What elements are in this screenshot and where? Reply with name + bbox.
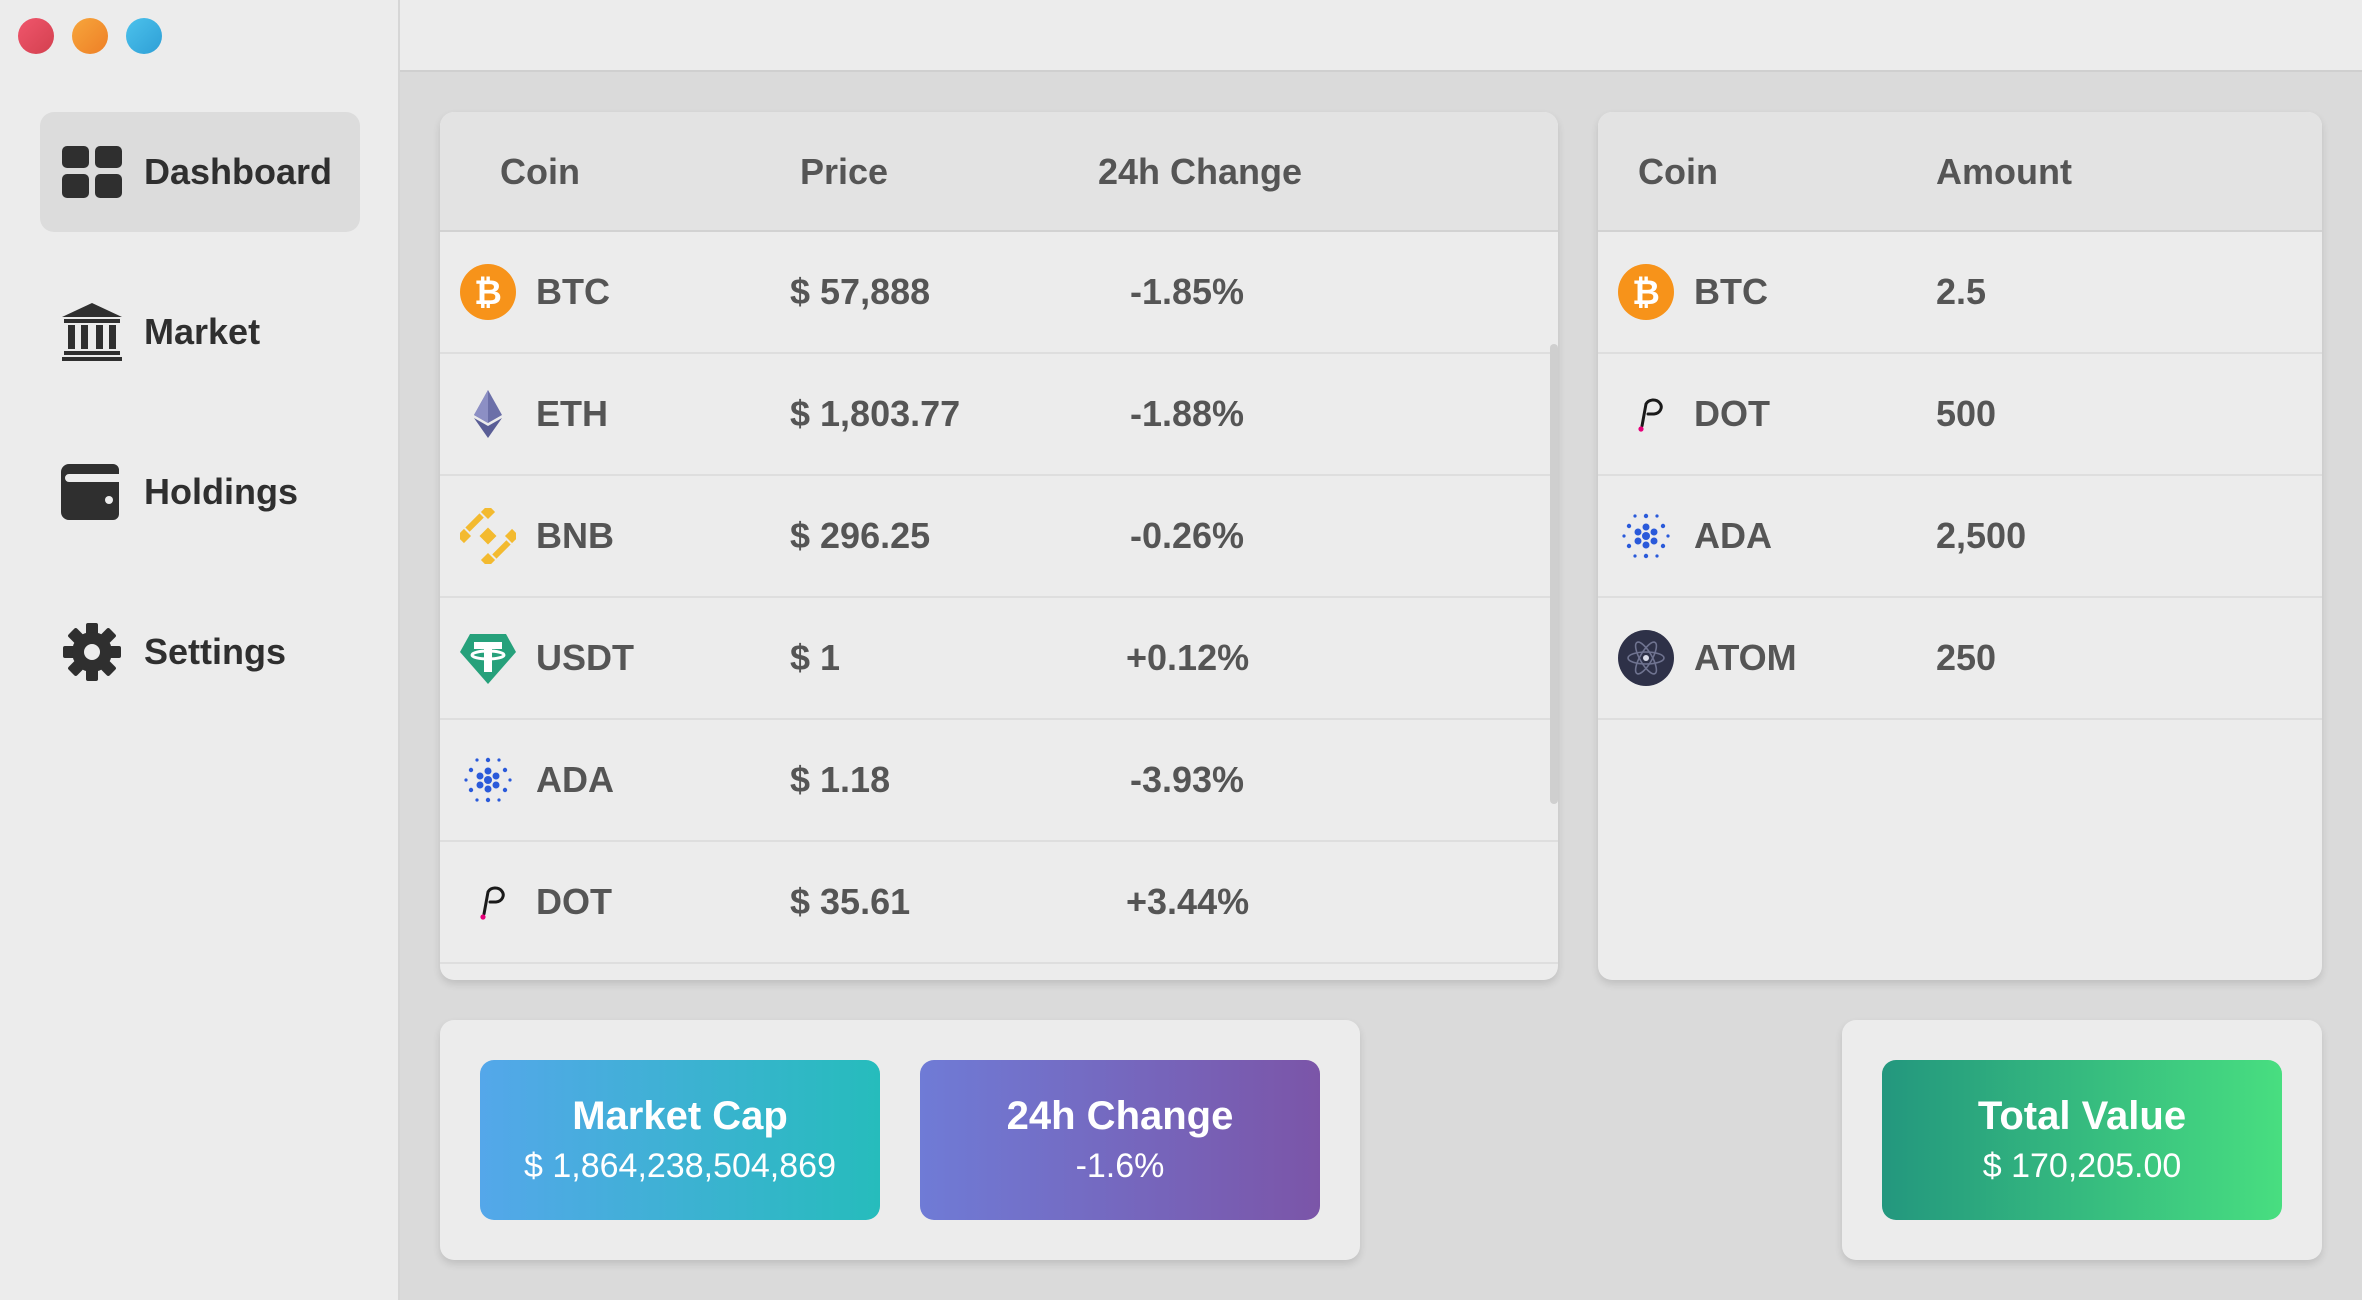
coin-amount: 2.5: [1936, 271, 1987, 312]
column-header-24h-change: 24h Change: [1098, 151, 1303, 192]
column-header-price: Price: [800, 151, 889, 192]
column-header-amount: Amount: [1936, 151, 2072, 192]
table-row[interactable]: ADA 2,500: [1598, 476, 2322, 598]
sidebar-item-label: Market: [144, 311, 261, 352]
market-table: Coin Price 24h Change ₿ BTC $ 57,888 -1.…: [440, 112, 1558, 980]
tether-icon: [460, 630, 516, 686]
coin-symbol: DOT: [1694, 393, 1770, 434]
dashboard-grid-icon: [60, 140, 124, 204]
stat-title: 24h Change: [1006, 1094, 1234, 1138]
polkadot-icon: [1618, 386, 1674, 442]
column-header-coin: Coin: [1638, 151, 1718, 192]
minimize-window-button[interactable]: [72, 18, 108, 54]
coin-change: -1.88%: [1130, 393, 1245, 434]
sidebar-item-market[interactable]: Market: [40, 272, 360, 392]
coin-amount: 2,500: [1936, 515, 2027, 556]
cosmos-icon: [1618, 630, 1674, 686]
coin-symbol: BTC: [1694, 271, 1768, 312]
coin-change: +0.12%: [1126, 637, 1250, 678]
polkadot-icon: [460, 874, 516, 930]
24h-change-tile: 24h Change -1.6%: [920, 1060, 1320, 1220]
coin-change: -0.26%: [1130, 515, 1245, 556]
coin-symbol: BNB: [536, 515, 614, 556]
maximize-window-button[interactable]: [126, 18, 162, 54]
sidebar-item-dashboard[interactable]: Dashboard: [40, 112, 360, 232]
coin-change: -3.93%: [1130, 759, 1245, 800]
sidebar-item-label: Dashboard: [144, 151, 333, 192]
scrollbar[interactable]: [1550, 344, 1558, 804]
bitcoin-icon: ₿: [1618, 264, 1674, 320]
table-row[interactable]: BNB $ 296.25 -0.26%: [440, 476, 1558, 598]
ethereum-icon: [460, 386, 516, 442]
binance-icon: [460, 508, 516, 564]
coin-symbol: BTC: [536, 271, 610, 312]
table-row[interactable]: DOT $ 35.61 +3.44%: [440, 842, 1558, 964]
sidebar-item-settings[interactable]: Settings: [40, 592, 360, 712]
coin-symbol: ATOM: [1694, 637, 1797, 678]
stat-value: -1.6%: [1075, 1147, 1165, 1185]
table-row[interactable]: DOT 500: [1598, 354, 2322, 476]
total-value-tile: Total Value $ 170,205.00: [1882, 1060, 2282, 1220]
table-row[interactable]: ADA $ 1.18 -3.93%: [440, 720, 1558, 842]
coin-price: $ 35.61: [790, 881, 911, 922]
coin-price: $ 1: [790, 637, 841, 678]
stat-title: Total Value: [1977, 1094, 2187, 1138]
sidebar: Dashboard Market: [0, 0, 400, 1300]
gear-icon: [60, 620, 124, 684]
coin-symbol: ADA: [1694, 515, 1772, 556]
coin-symbol: ETH: [536, 393, 608, 434]
stat-title: Market Cap: [572, 1094, 788, 1138]
svg-text:₿: ₿: [1632, 273, 1660, 313]
stat-value: $ 170,205.00: [1982, 1147, 2182, 1185]
sidebar-item-label: Settings: [144, 631, 287, 672]
coin-price: $ 1,803.77: [790, 393, 961, 434]
column-header-coin: Coin: [500, 151, 580, 192]
sidebar-item-label: Holdings: [144, 471, 298, 512]
holdings-table: Coin Amount ₿ BTC 2.5 DOT 500: [1598, 112, 2322, 980]
bank-icon: [60, 300, 124, 364]
coin-symbol: ADA: [536, 759, 614, 800]
table-row[interactable]: ₿ BTC $ 57,888 -1.85%: [440, 232, 1558, 354]
coin-change: +3.44%: [1126, 881, 1250, 922]
cardano-icon: [460, 752, 516, 808]
coin-change: -1.85%: [1130, 271, 1245, 312]
coin-price: $ 1.18: [790, 759, 891, 800]
market-table-header: Coin Price 24h Change: [440, 112, 1558, 232]
coin-price: $ 57,888: [790, 271, 931, 312]
coin-price: $ 296.25: [790, 515, 931, 556]
coin-symbol: USDT: [536, 637, 634, 678]
market-cap-tile: Market Cap $ 1,864,238,504,869: [480, 1060, 880, 1220]
table-row[interactable]: ETH $ 1,803.77 -1.88%: [440, 354, 1558, 476]
sidebar-item-holdings[interactable]: Holdings: [40, 432, 360, 552]
stat-value: $ 1,864,238,504,869: [524, 1147, 836, 1185]
table-row[interactable]: USDT $ 1 +0.12%: [440, 598, 1558, 720]
close-window-button[interactable]: [18, 18, 54, 54]
table-row[interactable]: ₿ BTC 2.5: [1598, 232, 2322, 354]
wallet-icon: [60, 460, 124, 524]
coin-amount: 250: [1936, 637, 1997, 678]
table-row[interactable]: ATOM 250: [1598, 598, 2322, 720]
coin-amount: 500: [1936, 393, 1997, 434]
coin-symbol: DOT: [536, 881, 612, 922]
holdings-table-header: Coin Amount: [1598, 112, 2322, 232]
bitcoin-icon: ₿: [460, 264, 516, 320]
cardano-icon: [1618, 508, 1674, 564]
svg-text:₿: ₿: [474, 273, 502, 313]
